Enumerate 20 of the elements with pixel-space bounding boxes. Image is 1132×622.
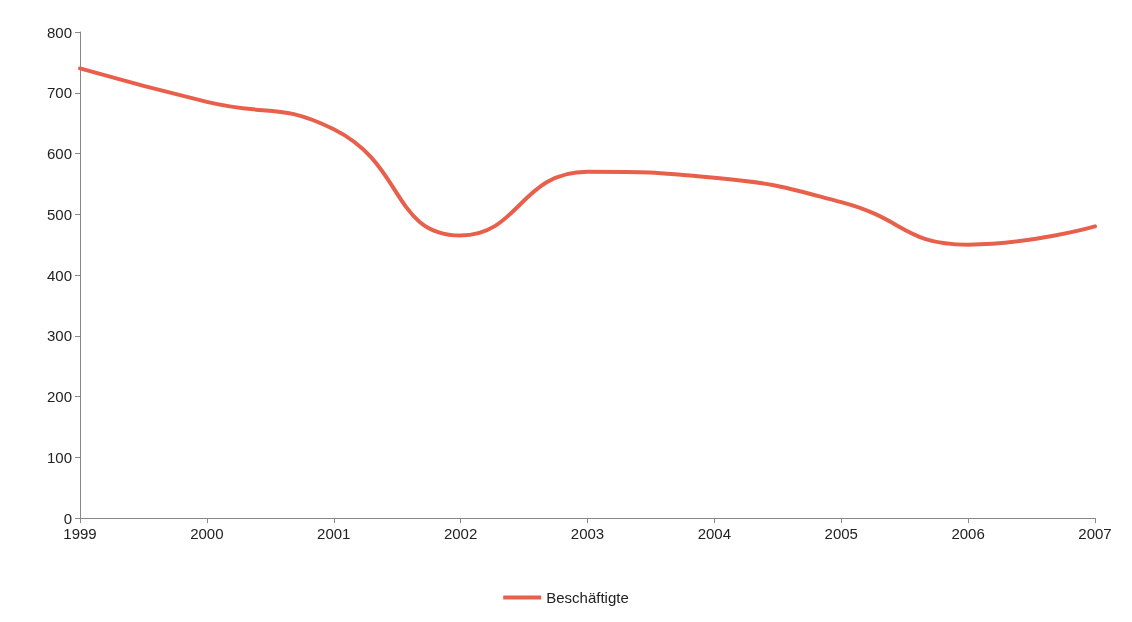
x-tick-label: 2002 bbox=[443, 525, 478, 542]
x-tick-label: 2003 bbox=[570, 525, 605, 542]
y-tick-label: 200 bbox=[46, 388, 72, 405]
x-tick-label: 2004 bbox=[697, 525, 732, 542]
y-tick-label: 800 bbox=[46, 23, 72, 41]
x-tick-label: 2007 bbox=[1078, 525, 1112, 542]
y-tick-label: 0 bbox=[63, 509, 72, 527]
y-tick-label: 600 bbox=[46, 145, 72, 162]
y-tick-label: 700 bbox=[46, 84, 72, 102]
x-tick-label: 2005 bbox=[824, 525, 858, 542]
y-tick-label: 100 bbox=[46, 448, 72, 466]
x-tick-label: 2001 bbox=[317, 525, 351, 542]
legend-label: Beschäftigte bbox=[546, 589, 629, 606]
y-tick-label: 400 bbox=[46, 266, 72, 284]
y-tick-label: 300 bbox=[46, 327, 72, 345]
x-tick-label: 2006 bbox=[951, 525, 985, 542]
x-tick-label: 1999 bbox=[63, 525, 97, 542]
y-tick-label: 500 bbox=[46, 205, 72, 223]
x-tick-label: 2000 bbox=[190, 525, 224, 542]
line-series bbox=[78, 66, 1097, 247]
